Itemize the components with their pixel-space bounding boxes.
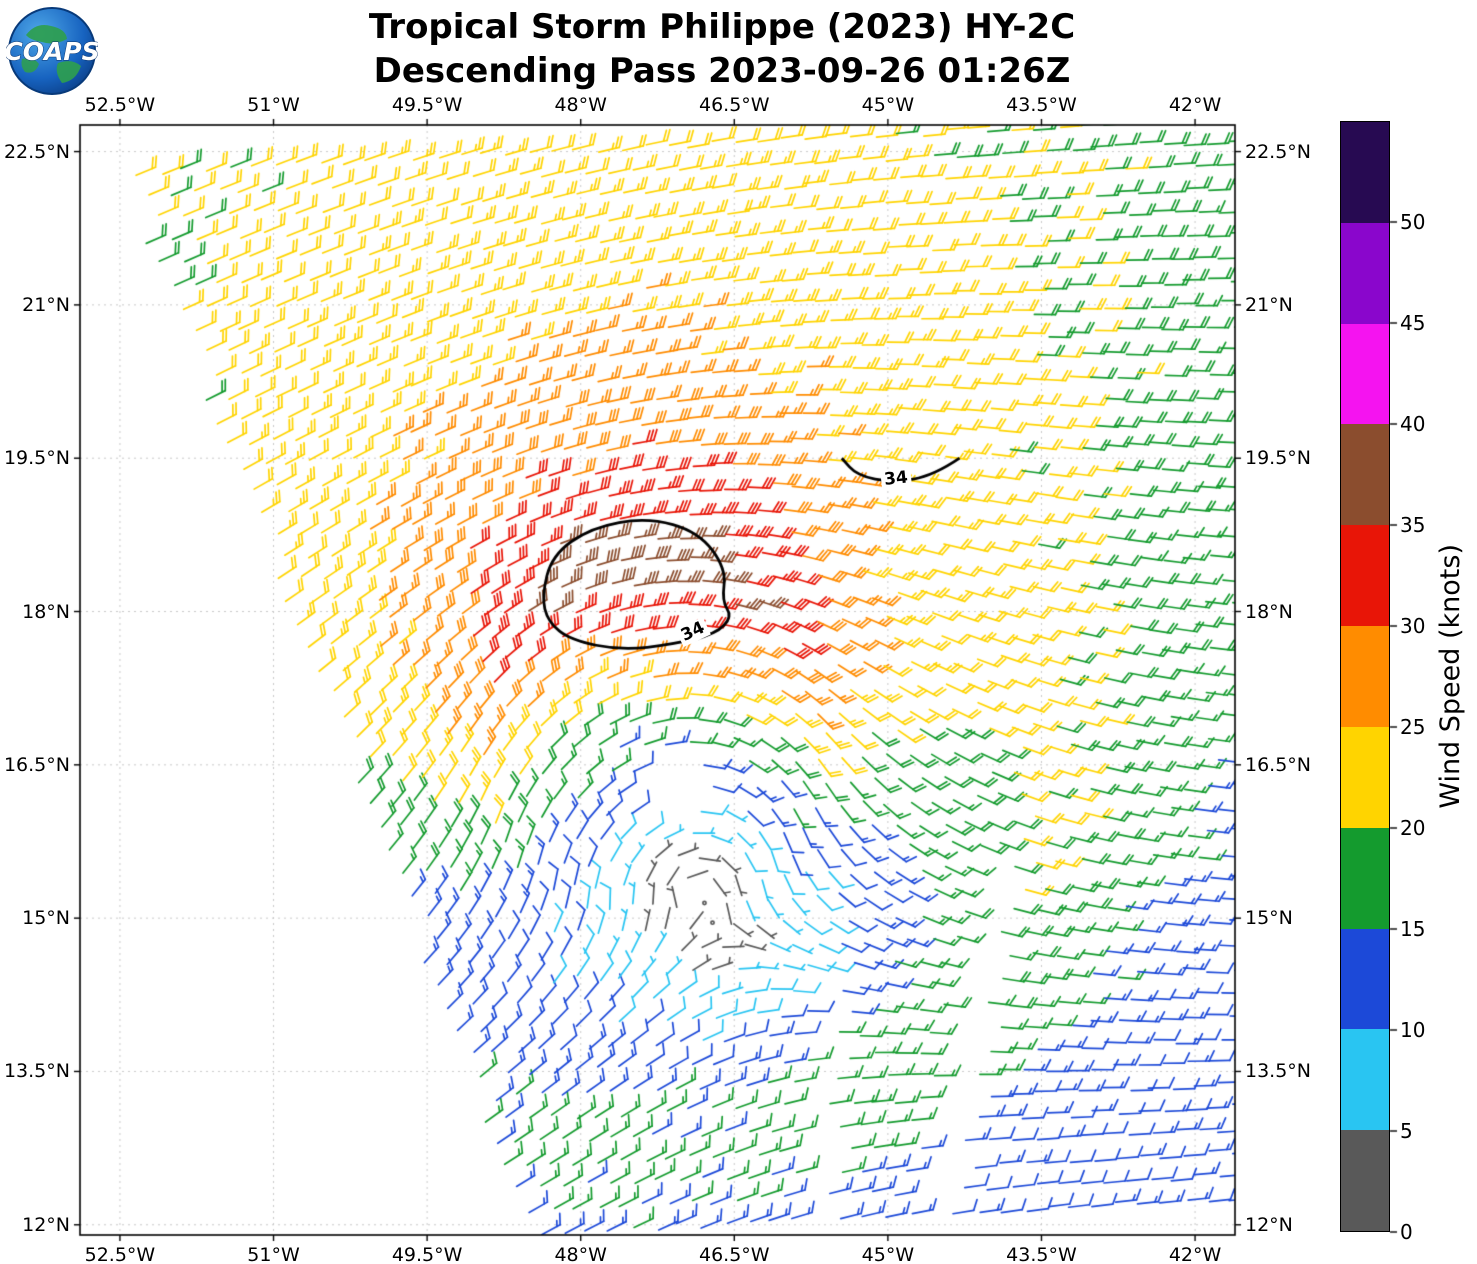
y-tick-left-0: 22.5°N xyxy=(3,140,70,163)
colorbar-tick-50: 50 xyxy=(1400,210,1426,234)
y-tick-right-1: 21°N xyxy=(1245,293,1293,316)
chart-title: Tropical Storm Philippe (2023) HY-2C Des… xyxy=(0,6,1444,93)
title-line-1: Tropical Storm Philippe (2023) HY-2C xyxy=(368,7,1076,47)
y-tick-left-2: 19.5°N xyxy=(3,447,70,470)
logo-land-shape xyxy=(56,61,81,83)
logo-land-shape xyxy=(21,58,39,73)
colorbar-segment-20-25 xyxy=(1341,726,1389,828)
colorbar-tick-5: 5 xyxy=(1400,1119,1413,1143)
x-tick-top-1: 51°W xyxy=(247,94,300,116)
y-tick-right-4: 16.5°N xyxy=(1245,753,1312,776)
y-tick-left-6: 13.5°N xyxy=(3,1060,70,1083)
x-tick-top-4: 46.5°W xyxy=(698,94,770,116)
y-tick-right-5: 15°N xyxy=(1245,907,1293,930)
colorbar-segment-30-35 xyxy=(1341,525,1389,627)
x-tick-top-0: 52.5°W xyxy=(84,94,156,116)
colorbar-segment-35-40 xyxy=(1341,424,1389,526)
logo-land-shape xyxy=(26,25,67,44)
x-tick-bottom-3: 48°W xyxy=(554,1244,607,1264)
y-tick-right-0: 22.5°N xyxy=(1245,140,1312,163)
colorbar-segment-0-5 xyxy=(1341,1130,1389,1231)
colorbar-segment-50-plus xyxy=(1341,122,1389,223)
x-tick-top-3: 48°W xyxy=(554,94,607,116)
x-tick-top-6: 43.5°W xyxy=(1006,94,1077,116)
y-tick-right-7: 12°N xyxy=(1245,1213,1293,1236)
y-tick-left-3: 18°N xyxy=(22,600,70,623)
colorbar-tick-45: 45 xyxy=(1400,311,1426,335)
y-tick-right-3: 18°N xyxy=(1245,600,1293,623)
x-tick-top-7: 42°W xyxy=(1168,94,1222,116)
colorbar-segment-5-10 xyxy=(1341,1029,1389,1131)
y-tick-left-4: 16.5°N xyxy=(3,753,70,776)
y-tick-left-5: 15°N xyxy=(22,907,70,930)
colorbar-tick-25: 25 xyxy=(1400,715,1426,739)
x-tick-top-2: 49.5°W xyxy=(391,94,463,116)
x-tick-bottom-7: 42°W xyxy=(1168,1244,1222,1264)
x-tick-top-5: 45°W xyxy=(861,94,915,116)
colorbar-segment-15-20 xyxy=(1341,827,1389,929)
colorbar-tick-0: 0 xyxy=(1400,1220,1413,1244)
colorbar-label-wrap: Wind Speed (knots) xyxy=(1428,121,1472,1232)
y-tick-right-2: 19.5°N xyxy=(1245,447,1312,470)
contour-label-34-1: 34 xyxy=(880,467,912,490)
y-tick-left-1: 21°N xyxy=(22,293,70,316)
colorbar-segment-10-15 xyxy=(1341,928,1389,1030)
colorbar-tick-20: 20 xyxy=(1400,816,1426,840)
colorbar xyxy=(1340,121,1390,1232)
x-tick-bottom-4: 46.5°W xyxy=(698,1244,770,1264)
colorbar-segment-40-45 xyxy=(1341,323,1389,425)
title-line-2: Descending Pass 2023-09-26 01:26Z xyxy=(373,50,1071,91)
colorbar-segment-45-50 xyxy=(1341,222,1389,324)
y-tick-left-7: 12°N xyxy=(22,1213,70,1236)
colorbar-tick-10: 10 xyxy=(1400,1018,1426,1042)
colorbar-segment-25-30 xyxy=(1341,626,1389,727)
colorbar-tick-40: 40 xyxy=(1400,412,1426,436)
x-tick-bottom-0: 52.5°W xyxy=(84,1244,156,1264)
coaps-logo: COAPS xyxy=(6,7,98,95)
x-tick-bottom-2: 49.5°W xyxy=(391,1244,463,1264)
colorbar-label: Wind Speed (knots) xyxy=(1434,544,1466,809)
y-tick-right-6: 13.5°N xyxy=(1245,1060,1312,1083)
logo-text: COAPS xyxy=(6,37,98,66)
colorbar-tick-30: 30 xyxy=(1400,614,1426,638)
x-tick-bottom-1: 51°W xyxy=(247,1244,300,1264)
x-tick-bottom-6: 43.5°W xyxy=(1006,1244,1077,1264)
x-tick-bottom-5: 45°W xyxy=(861,1244,915,1264)
colorbar-tick-15: 15 xyxy=(1400,917,1426,941)
colorbar-tick-35: 35 xyxy=(1400,513,1426,537)
